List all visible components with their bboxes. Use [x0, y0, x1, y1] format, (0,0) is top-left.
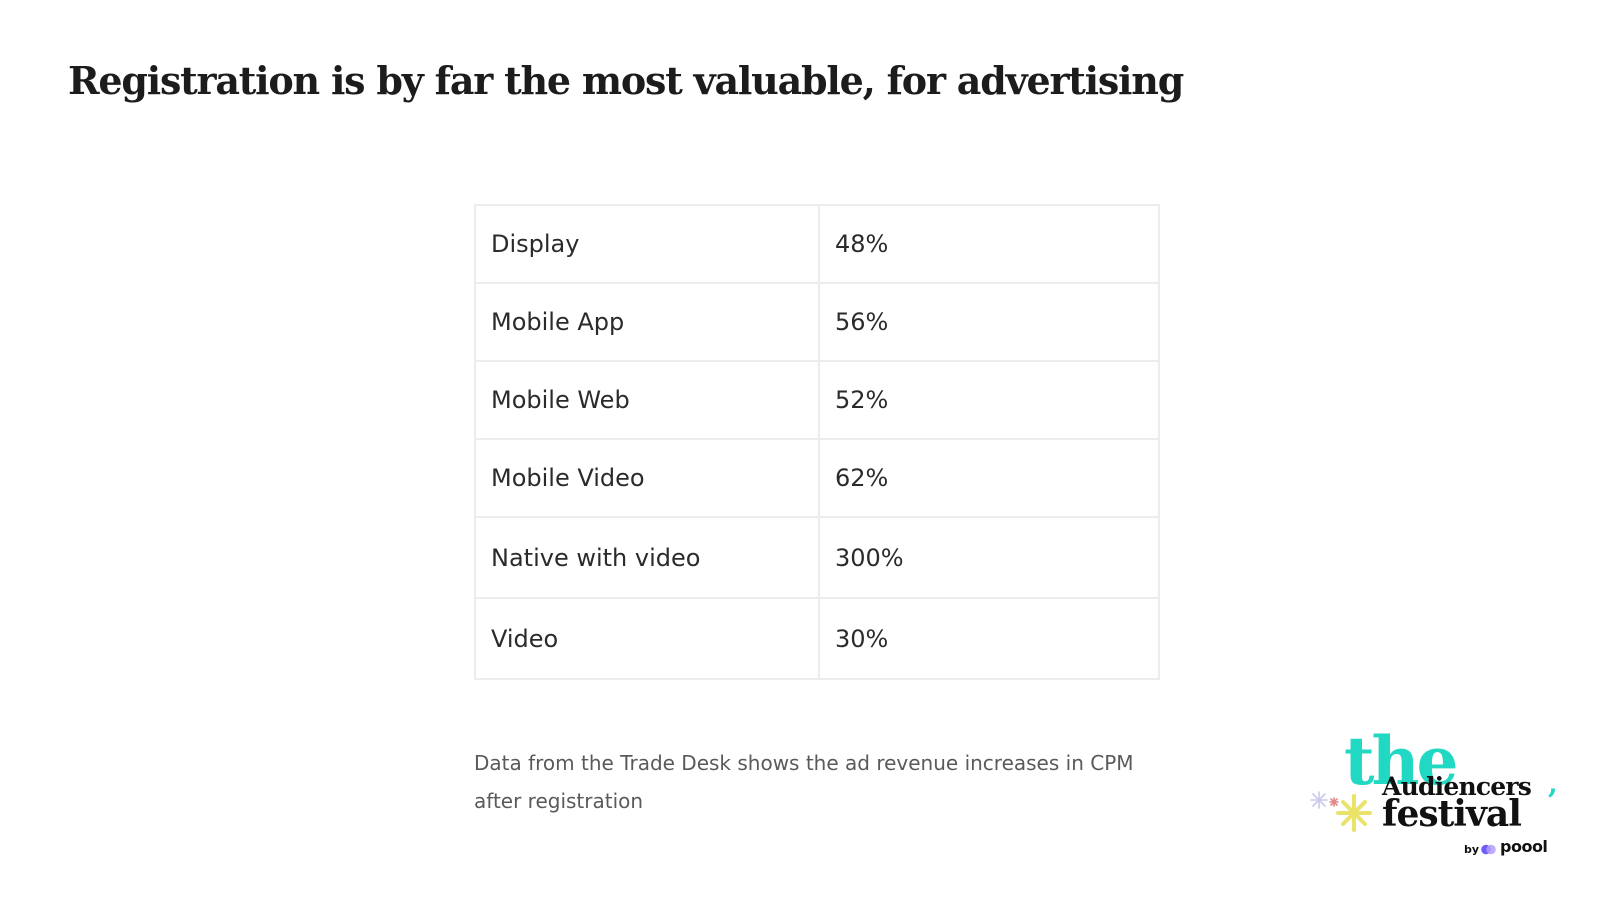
logo-festival: festival [1382, 793, 1522, 835]
table-row: Video 30% [474, 597, 1160, 680]
row-value: 52% [818, 360, 1160, 440]
row-value: 48% [818, 204, 1160, 284]
row-label: Display [474, 204, 820, 284]
audiencers-festival-logo: the Audiencers , festival by poool [1308, 728, 1562, 870]
row-value: 62% [818, 438, 1160, 518]
table-row: Mobile Web 52% [474, 360, 1160, 440]
logo-the: the [1344, 722, 1458, 800]
row-label: Video [474, 597, 820, 680]
row-label: Mobile Web [474, 360, 820, 440]
poool-logo-icon [1481, 844, 1496, 855]
row-value: 300% [818, 516, 1160, 599]
slide-title: Registration is by far the most valuable… [68, 58, 1184, 103]
table-row: Mobile Video 62% [474, 438, 1160, 518]
table-row: Mobile App 56% [474, 282, 1160, 362]
sparkle-icon [1310, 791, 1372, 832]
row-value: 30% [818, 597, 1160, 680]
row-label: Native with video [474, 516, 820, 599]
logo-poool: poool [1500, 837, 1548, 856]
row-label: Mobile Video [474, 438, 820, 518]
logo-by: by [1464, 843, 1480, 856]
caption: Data from the Trade Desk shows the ad re… [474, 751, 1134, 813]
data-table: Display 48% Mobile App 56% Mobile Web 52… [474, 204, 1160, 680]
table-row: Native with video 300% [474, 516, 1160, 599]
table-row: Display 48% [474, 204, 1160, 284]
row-value: 56% [818, 282, 1160, 362]
logo-comma: , [1548, 767, 1558, 800]
logo-audiencers: Audiencers [1382, 772, 1532, 801]
row-label: Mobile App [474, 282, 820, 362]
